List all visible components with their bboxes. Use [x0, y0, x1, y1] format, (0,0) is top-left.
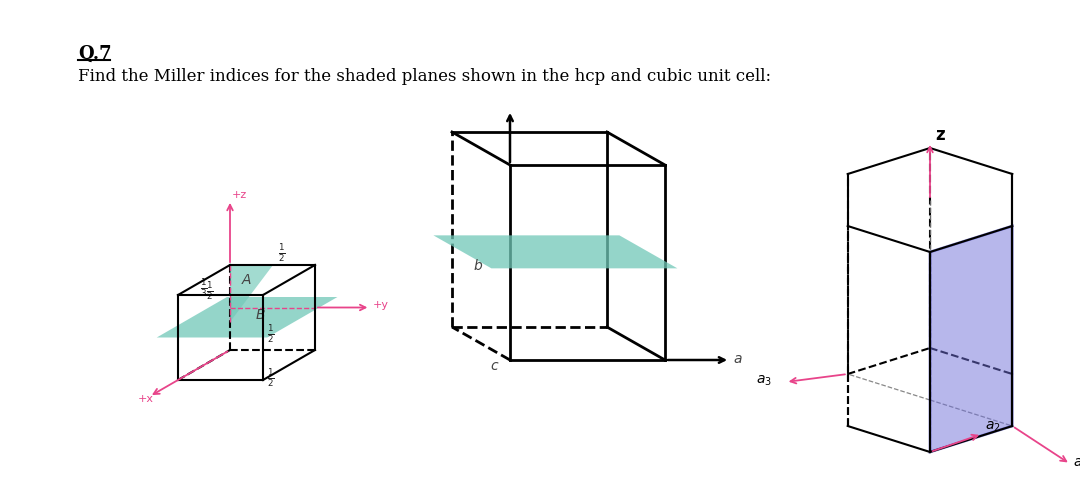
- Text: +x: +x: [137, 394, 153, 404]
- Polygon shape: [433, 235, 677, 269]
- Polygon shape: [157, 297, 337, 338]
- Text: $a_2$: $a_2$: [985, 420, 1001, 434]
- Text: B: B: [255, 308, 265, 322]
- Text: $\frac{1}{3}$: $\frac{1}{3}$: [200, 277, 207, 299]
- Text: $\frac{1}{2}$: $\frac{1}{2}$: [279, 242, 286, 265]
- Text: $\frac{1}{2}$: $\frac{1}{2}$: [267, 367, 274, 389]
- Text: +z: +z: [232, 190, 247, 200]
- Polygon shape: [230, 265, 272, 322]
- Text: $\frac{1}{2}$: $\frac{1}{2}$: [267, 323, 274, 345]
- Text: A: A: [242, 274, 252, 287]
- Text: +y: +y: [374, 300, 389, 310]
- Text: $a_1$: $a_1$: [1074, 457, 1080, 471]
- Text: Q.7: Q.7: [78, 45, 111, 63]
- Polygon shape: [930, 226, 1012, 452]
- Text: $a_3$: $a_3$: [756, 374, 771, 388]
- Text: b: b: [473, 260, 482, 274]
- Text: z: z: [935, 126, 945, 144]
- Text: $\frac{1}{2}$: $\frac{1}{2}$: [206, 280, 214, 302]
- Text: a: a: [733, 352, 742, 366]
- Text: Find the Miller indices for the shaded planes shown in the hcp and cubic unit ce: Find the Miller indices for the shaded p…: [78, 68, 771, 85]
- Text: c: c: [490, 359, 498, 373]
